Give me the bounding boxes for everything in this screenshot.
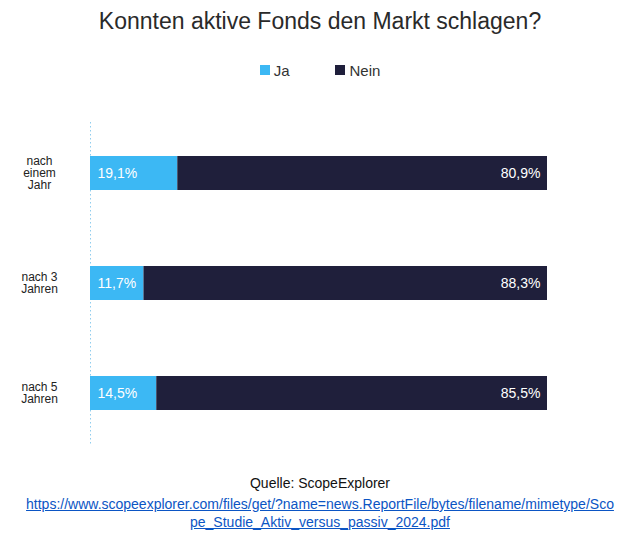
html-text:Ja: Ja <box>273 61 290 79</box>
svg-text:85,5%: 85,5% <box>501 385 541 401</box>
svg-text:nach 3Jahren: nach 3Jahren <box>21 270 58 296</box>
svg-text:19,1%: 19,1% <box>98 165 138 181</box>
svg-text:nacheinemJahr: nacheinemJahr <box>23 154 56 192</box>
svg-text:nach 5Jahren: nach 5Jahren <box>21 380 58 406</box>
svg-text:88,3%: 88,3% <box>501 275 541 291</box>
svg-text:14,5%: 14,5% <box>98 385 138 401</box>
html-text:Quelle: ScopeExplorer: Quelle: ScopeExplorer <box>250 475 390 491</box>
svg-text:80,9%: 80,9% <box>501 165 541 181</box>
html-text:Konnten aktive Fonds den Markt: Konnten aktive Fonds den Markt schlagen? <box>98 8 542 34</box>
svg-text:11,7%: 11,7% <box>98 275 137 291</box>
html-text:Nein: Nein <box>349 61 381 79</box>
html-text:https://www.scopeexplorer.com/: https://www.scopeexplorer.com/files/get/… <box>26 496 614 530</box>
